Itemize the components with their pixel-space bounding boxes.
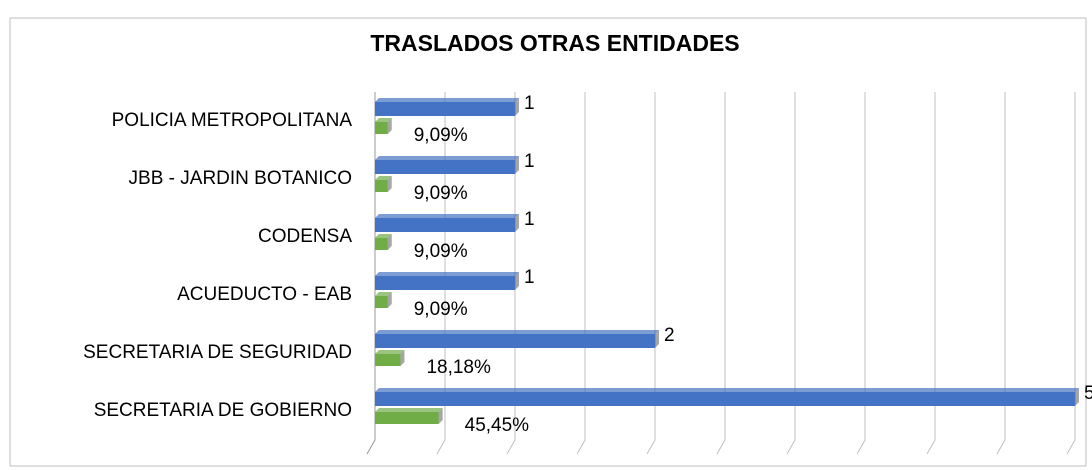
bar bbox=[375, 118, 392, 134]
y-tick-label: POLICIA METROPOLITANA bbox=[112, 110, 353, 131]
y-tick-label: JBB - JARDIN BOTANICO bbox=[129, 168, 352, 189]
bar bbox=[375, 176, 392, 192]
bar bbox=[375, 408, 443, 424]
bar bbox=[375, 292, 392, 308]
bar bbox=[375, 98, 519, 116]
y-tick-label: SECRETARIA DE SEGURIDAD bbox=[83, 342, 352, 363]
grid-line bbox=[646, 92, 656, 455]
grid-line bbox=[716, 92, 726, 455]
y-tick-label: ACUEDUCTO - EAB bbox=[177, 284, 352, 305]
data-label: 45,45% bbox=[465, 415, 530, 436]
data-label: 9,09% bbox=[414, 299, 468, 320]
bar bbox=[375, 350, 405, 366]
data-label: 1 bbox=[524, 267, 535, 288]
data-label: 2 bbox=[664, 325, 675, 346]
data-label: 9,09% bbox=[414, 241, 468, 262]
grid-line bbox=[926, 92, 936, 455]
chart-title: TRASLADOS OTRAS ENTIDADES bbox=[370, 30, 739, 56]
bar bbox=[375, 234, 392, 250]
y-tick-label: SECRETARIA DE GOBIERNO bbox=[94, 400, 352, 421]
bar bbox=[375, 330, 659, 348]
grid-line bbox=[996, 92, 1006, 455]
data-label: 9,09% bbox=[414, 183, 468, 204]
grid-line bbox=[506, 92, 516, 455]
bar bbox=[375, 214, 519, 232]
bar bbox=[375, 156, 519, 174]
data-label: 1 bbox=[524, 209, 535, 230]
grid-line bbox=[576, 92, 586, 455]
bar bbox=[375, 388, 1079, 406]
grid-line bbox=[786, 92, 796, 455]
data-label: 1 bbox=[524, 151, 535, 172]
grid-line bbox=[856, 92, 866, 455]
grid-line bbox=[366, 92, 376, 455]
data-label: 18,18% bbox=[426, 357, 491, 378]
data-label: 9,09% bbox=[414, 125, 468, 146]
grid-line bbox=[436, 92, 446, 455]
bar bbox=[375, 272, 519, 290]
grid-line bbox=[1066, 92, 1076, 455]
data-label: 5 bbox=[1084, 383, 1092, 404]
data-label: 1 bbox=[524, 93, 535, 114]
y-tick-label: CODENSA bbox=[258, 226, 352, 247]
